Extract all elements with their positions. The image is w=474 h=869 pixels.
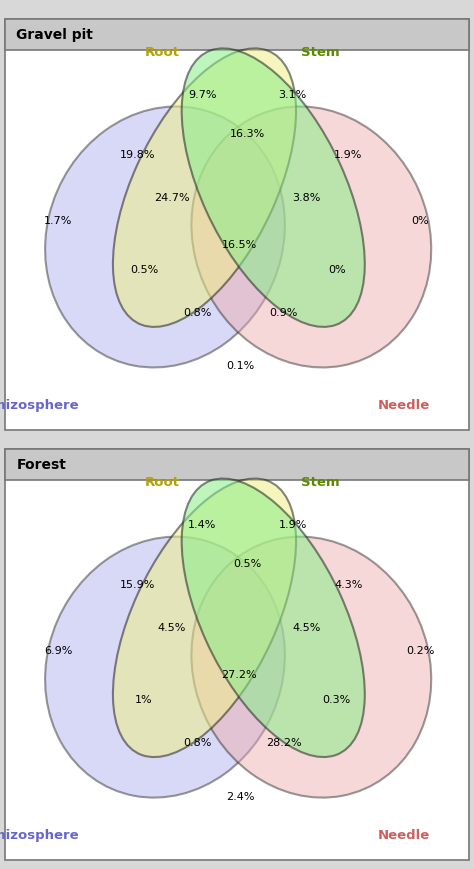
Text: 6.9%: 6.9% (44, 646, 73, 656)
Text: Rhizosphere: Rhizosphere (0, 399, 79, 412)
Ellipse shape (113, 49, 296, 327)
Text: 1.9%: 1.9% (279, 521, 307, 530)
FancyBboxPatch shape (5, 449, 469, 860)
Text: 0%: 0% (328, 265, 346, 275)
Ellipse shape (45, 107, 285, 368)
Text: 0%: 0% (412, 216, 429, 226)
Text: Forest: Forest (16, 458, 66, 472)
Ellipse shape (191, 537, 431, 798)
Text: Root: Root (145, 475, 180, 488)
Text: Stem: Stem (301, 45, 340, 58)
Text: 3.1%: 3.1% (279, 90, 307, 100)
Text: Needle: Needle (378, 829, 430, 842)
Text: 9.7%: 9.7% (188, 90, 217, 100)
Text: 0.8%: 0.8% (183, 738, 212, 748)
Ellipse shape (45, 537, 285, 798)
Text: Gravel pit: Gravel pit (16, 28, 93, 42)
Text: 15.9%: 15.9% (119, 580, 155, 590)
Text: 2.4%: 2.4% (227, 792, 255, 801)
Text: 0.2%: 0.2% (406, 646, 435, 656)
Text: 0.8%: 0.8% (183, 308, 212, 318)
FancyBboxPatch shape (5, 19, 469, 430)
Text: Rhizosphere: Rhizosphere (0, 829, 79, 842)
Text: 24.7%: 24.7% (154, 193, 190, 203)
Ellipse shape (182, 49, 365, 327)
Text: 27.2%: 27.2% (221, 670, 257, 680)
Text: 1%: 1% (135, 695, 153, 705)
Ellipse shape (113, 479, 296, 757)
Text: 0.5%: 0.5% (233, 560, 261, 569)
Text: 4.3%: 4.3% (334, 580, 363, 590)
Text: 16.5%: 16.5% (222, 240, 257, 250)
Text: 4.5%: 4.5% (158, 623, 186, 634)
Text: 0.3%: 0.3% (323, 695, 351, 705)
Ellipse shape (182, 479, 365, 757)
Text: 3.8%: 3.8% (292, 193, 321, 203)
Text: 1.9%: 1.9% (334, 149, 363, 160)
Text: 1.7%: 1.7% (44, 216, 73, 226)
Text: 0.1%: 0.1% (227, 362, 255, 371)
Text: 0.9%: 0.9% (269, 308, 298, 318)
Text: Root: Root (145, 45, 180, 58)
Text: 0.5%: 0.5% (130, 265, 158, 275)
FancyBboxPatch shape (5, 449, 469, 480)
Text: 28.2%: 28.2% (265, 738, 301, 748)
Text: 4.5%: 4.5% (292, 623, 321, 634)
Text: Needle: Needle (378, 399, 430, 412)
Text: 16.3%: 16.3% (229, 129, 265, 139)
Text: Stem: Stem (301, 475, 340, 488)
Text: 1.4%: 1.4% (188, 521, 216, 530)
Ellipse shape (191, 107, 431, 368)
FancyBboxPatch shape (5, 19, 469, 50)
Text: 19.8%: 19.8% (119, 149, 155, 160)
